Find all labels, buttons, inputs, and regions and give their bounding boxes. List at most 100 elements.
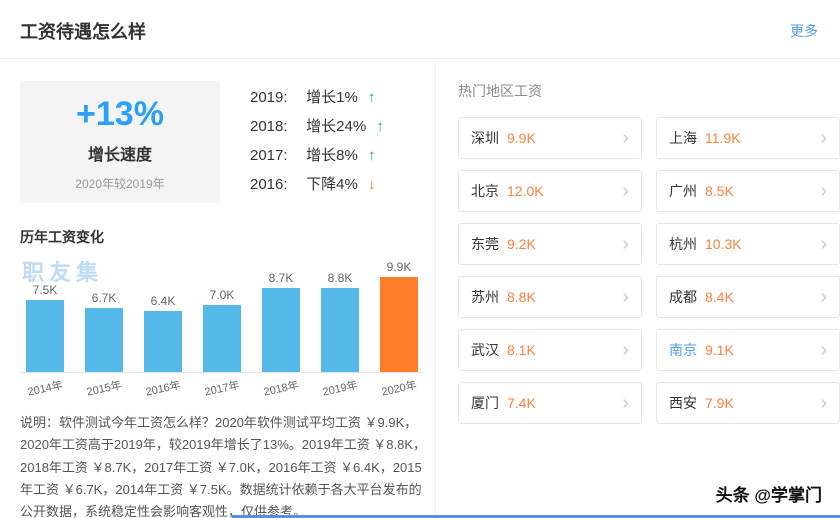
right-column: 热门地区工资 深圳 9.9K › 上海 11.9K › 北京 12.0K › xyxy=(435,59,840,518)
city-name: 苏州 xyxy=(471,289,499,305)
city-salary: 7.9K xyxy=(705,395,734,411)
city-card-dongguan[interactable]: 东莞 9.2K › xyxy=(458,223,642,265)
chevron-right-icon: › xyxy=(622,233,629,255)
year-change-text: 下降4% xyxy=(306,176,358,193)
chevron-right-icon: › xyxy=(820,286,827,308)
city-salary: 7.4K xyxy=(507,395,536,411)
growth-compare-label: 2020年较2019年 xyxy=(75,177,165,191)
up-arrow-icon: ↑ xyxy=(376,118,384,135)
more-link[interactable]: 更多 xyxy=(790,23,818,39)
growth-year-row: 2018: 增长24% ↑ xyxy=(250,112,384,141)
bar-value-label: 7.0K xyxy=(209,288,235,302)
city-name: 武汉 xyxy=(471,342,499,358)
bar-2017 xyxy=(203,305,241,372)
city-card-hangzhou[interactable]: 杭州 10.3K › xyxy=(656,223,840,265)
up-arrow-icon: ↑ xyxy=(368,147,376,164)
year-label: 2016: xyxy=(250,176,288,193)
salary-history-bar-chart: 职友集 7.5K 6.7K 6.4K 7.0K xyxy=(20,255,424,399)
bar-value-label: 8.7K xyxy=(268,271,294,285)
city-salary: 8.1K xyxy=(507,342,536,358)
x-axis-tick: 2020年 xyxy=(380,379,418,399)
bar-value-label: 6.7K xyxy=(91,291,117,305)
chevron-right-icon: › xyxy=(622,392,629,414)
chevron-right-icon: › xyxy=(820,233,827,255)
city-card-xiamen[interactable]: 厦门 7.4K › xyxy=(458,382,642,424)
city-card-chengdu[interactable]: 成都 8.4K › xyxy=(656,276,840,318)
city-card-guangzhou[interactable]: 广州 8.5K › xyxy=(656,170,840,212)
city-card-shanghai[interactable]: 上海 11.9K › xyxy=(656,117,840,159)
year-label: 2019: xyxy=(250,89,288,106)
city-card-beijing[interactable]: 北京 12.0K › xyxy=(458,170,642,212)
chevron-right-icon: › xyxy=(622,180,629,202)
bar-2018 xyxy=(262,288,300,372)
city-salary: 8.5K xyxy=(705,183,734,199)
year-label: 2017: xyxy=(250,147,288,164)
bar-2020 xyxy=(380,277,418,372)
page-title: 工资待遇怎么样 xyxy=(20,22,146,42)
year-change-text: 增长1% xyxy=(306,89,358,106)
growth-rate-label: 增长速度 xyxy=(87,147,152,164)
year-change-text: 增长8% xyxy=(306,147,358,164)
city-salary: 10.3K xyxy=(705,236,742,252)
chevron-right-icon: › xyxy=(622,127,629,149)
city-salary: 11.9K xyxy=(705,130,741,146)
chevron-right-icon: › xyxy=(820,127,827,149)
bar-column: 8.7K xyxy=(256,271,306,372)
growth-year-row: 2016: 下降4% ↓ xyxy=(250,170,384,199)
city-grid: 深圳 9.9K › 上海 11.9K › 北京 12.0K › 广州 8.5K xyxy=(458,117,840,424)
growth-rate-card: +13% 增长速度 2020年较2019年 xyxy=(20,81,220,203)
city-salary: 8.8K xyxy=(507,289,536,305)
city-name: 上海 xyxy=(669,130,697,146)
bar-column: 6.7K xyxy=(79,291,129,372)
bottom-strip xyxy=(232,515,840,518)
city-card-suzhou[interactable]: 苏州 8.8K › xyxy=(458,276,642,318)
bar-column: 7.0K xyxy=(197,288,247,372)
city-name: 北京 xyxy=(471,183,499,199)
bar-2016 xyxy=(144,311,182,372)
chevron-right-icon: › xyxy=(820,180,827,202)
bar-column: 7.5K xyxy=(20,283,70,372)
bar-value-label: 8.8K xyxy=(327,271,353,285)
city-salary: 9.9K xyxy=(507,130,536,146)
up-arrow-icon: ↑ xyxy=(368,89,376,106)
city-name: 南京 xyxy=(669,342,697,358)
bar-2015 xyxy=(85,308,123,372)
header: 工资待遇怎么样 更多 xyxy=(0,0,840,58)
x-axis-tick: 2017年 xyxy=(203,379,241,399)
city-card-shenzhen[interactable]: 深圳 9.9K › xyxy=(458,117,642,159)
bar-value-label: 7.5K xyxy=(32,283,58,297)
city-card-wuhan[interactable]: 武汉 8.1K › xyxy=(458,329,642,371)
city-name: 厦门 xyxy=(471,395,499,411)
header-divider xyxy=(0,58,840,59)
left-column: +13% 增长速度 2020年较2019年 2019: 增长1% ↑ 2018:… xyxy=(0,59,435,518)
city-card-nanjing[interactable]: 南京 9.1K › xyxy=(656,329,840,371)
city-name: 广州 xyxy=(669,183,697,199)
year-change-text: 增长24% xyxy=(306,118,367,135)
city-name: 成都 xyxy=(669,289,697,305)
city-card-xian[interactable]: 西安 7.9K › xyxy=(656,382,840,424)
bar-column: 6.4K xyxy=(138,294,188,372)
bar-value-label: 6.4K xyxy=(150,294,176,308)
chevron-right-icon: › xyxy=(622,339,629,361)
x-axis-labels: 2014年 2015年 2016年 2017年 2018年 2019年 2020… xyxy=(20,379,424,398)
growth-rate-value: +13% xyxy=(76,95,164,133)
city-name: 西安 xyxy=(669,395,697,411)
bar-value-label: 9.9K xyxy=(386,260,412,274)
down-arrow-icon: ↓ xyxy=(368,176,376,193)
chevron-right-icon: › xyxy=(820,392,827,414)
year-label: 2018: xyxy=(250,118,288,135)
city-salary: 9.2K xyxy=(507,236,536,252)
bar-column: 9.9K xyxy=(374,260,424,372)
growth-year-row: 2017: 增长8% ↑ xyxy=(250,141,384,170)
hot-cities-title: 热门地区工资 xyxy=(458,83,542,99)
x-axis-tick: 2015年 xyxy=(85,379,123,399)
chevron-right-icon: › xyxy=(820,339,827,361)
growth-year-list: 2019: 增长1% ↑ 2018: 增长24% ↑ 2017: 增长8% ↑ xyxy=(250,83,384,203)
growth-summary: +13% 增长速度 2020年较2019年 2019: 增长1% ↑ 2018:… xyxy=(20,81,435,203)
main-content: +13% 增长速度 2020年较2019年 2019: 增长1% ↑ 2018:… xyxy=(0,59,840,518)
chevron-right-icon: › xyxy=(622,286,629,308)
city-salary: 8.4K xyxy=(705,289,734,305)
city-name: 深圳 xyxy=(471,130,499,146)
city-name: 东莞 xyxy=(471,236,499,252)
